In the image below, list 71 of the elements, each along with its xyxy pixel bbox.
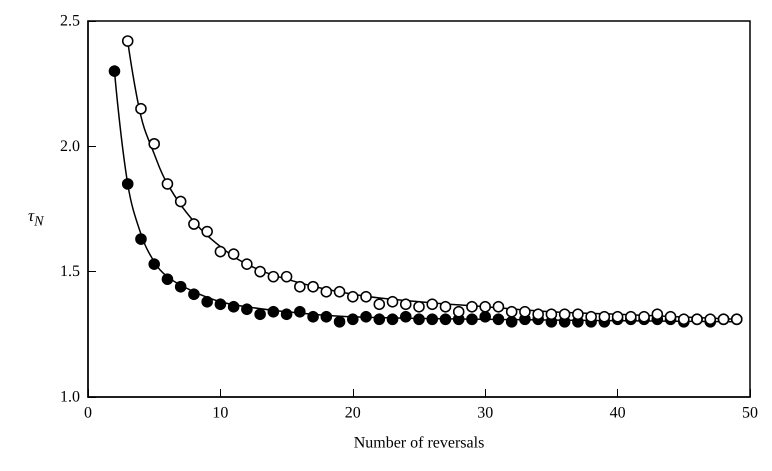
x-axis-title: Number of reversals: [354, 434, 484, 452]
point: [400, 310, 412, 323]
y-tick-label: 2.5: [60, 12, 80, 30]
point: [400, 298, 412, 310]
point: [241, 303, 253, 316]
point: [334, 316, 346, 328]
point: [162, 273, 174, 285]
point: [122, 35, 134, 47]
point: [201, 296, 213, 308]
point: [228, 300, 240, 313]
point: [280, 270, 292, 282]
point: [188, 288, 200, 300]
point: [307, 280, 319, 293]
point: [294, 306, 306, 318]
point: [280, 308, 292, 320]
x-tick-label: 30: [477, 404, 494, 422]
y-tick-label: 1.0: [60, 388, 80, 406]
point: [307, 310, 319, 323]
point: [347, 290, 359, 303]
point: [479, 310, 491, 323]
point: [479, 300, 491, 313]
point: [426, 313, 438, 326]
point: [413, 300, 425, 313]
point: [122, 178, 134, 190]
point: [188, 218, 200, 230]
point: [440, 300, 452, 313]
point: [294, 280, 306, 293]
point: [360, 310, 372, 323]
point: [162, 178, 174, 190]
point: [360, 290, 372, 303]
point: [492, 300, 504, 313]
point: [228, 248, 240, 260]
point: [241, 258, 253, 270]
point: [174, 280, 186, 293]
point: [320, 310, 332, 323]
point: [320, 286, 332, 298]
point: [334, 286, 346, 298]
point: [413, 313, 425, 326]
y-tick-label: 1.5: [60, 263, 80, 280]
point: [214, 298, 226, 310]
point: [492, 313, 504, 326]
point: [506, 316, 518, 328]
point: [268, 270, 280, 282]
point: [148, 258, 160, 270]
point: [135, 102, 147, 115]
point: [347, 313, 359, 326]
point: [426, 298, 438, 310]
point: [201, 226, 213, 238]
point: [440, 313, 452, 326]
point: [254, 266, 266, 278]
x-tick-label: 0: [84, 404, 92, 422]
point: [254, 308, 266, 320]
point: [506, 306, 518, 318]
point: [268, 306, 280, 318]
point: [373, 313, 386, 326]
point: [466, 300, 478, 313]
y-axis-title: τ$_{N}$: [28, 206, 44, 230]
point: [214, 246, 226, 258]
point: [386, 313, 398, 326]
point: [373, 298, 386, 310]
point: [148, 138, 160, 150]
x-tick-label: 20: [344, 404, 361, 422]
point: [108, 65, 120, 77]
point: [466, 313, 478, 326]
x-tick-label: 50: [742, 404, 758, 422]
point: [386, 296, 398, 308]
x-tick-label: 10: [212, 404, 228, 422]
point: [135, 233, 147, 245]
y-tick-label: 2.0: [60, 138, 80, 155]
point: [174, 196, 186, 208]
x-tick-label: 40: [610, 404, 626, 422]
